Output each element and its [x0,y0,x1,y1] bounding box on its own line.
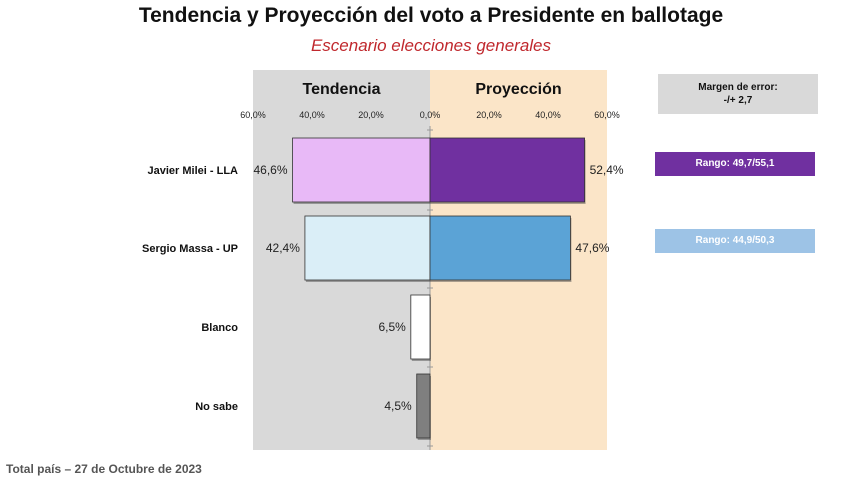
data-label-proyeccion: 47,6% [575,241,609,255]
chart-subtitle: Escenario elecciones generales [310,36,552,55]
bar-tendencia [410,294,431,360]
bar-proyeccion [429,215,571,281]
tick-label-left: 0,0% [420,110,441,120]
bar-tendencia [292,137,431,203]
panel-title-tendencia: Tendencia [303,81,381,98]
tick-label-right: 60,0% [594,110,620,120]
range-box-milei: Rango: 49,7/55,1 [655,152,815,176]
bar-tendencia [304,215,431,281]
margin-of-error-box: Margen de error: -/+ 2,7 [658,74,818,114]
tick-label-right: 20,0% [476,110,502,120]
tick-label-left: 20,0% [358,110,384,120]
panel-title-proyeccion: Proyección [475,81,561,98]
data-label-proyeccion: 52,4% [590,163,624,177]
footer-note: Total país – 27 de Octubre de 2023 [6,462,202,476]
data-label-tendencia: 42,4% [266,241,300,255]
category-label: Javier Milei - LLA [148,165,239,177]
category-label: Blanco [201,322,238,334]
margin-value: -/+ 2,7 [723,95,753,106]
bar-proyeccion [429,137,585,203]
category-label: No sabe [195,401,238,413]
data-label-tendencia: 6,5% [378,320,406,334]
range-box-massa: Rango: 44,9/50,3 [655,229,815,253]
data-label-tendencia: 4,5% [384,399,412,413]
chart-title: Tendencia y Proyección del voto a Presid… [138,4,724,27]
tick-label-right: 40,0% [535,110,561,120]
tick-label-left: 60,0% [240,110,266,120]
data-label-tendencia: 46,6% [253,163,287,177]
category-label: Sergio Massa - UP [142,243,238,255]
tick-label-left: 40,0% [299,110,325,120]
margin-label: Margen de error: [698,82,778,93]
bar-tendencia [416,373,431,439]
